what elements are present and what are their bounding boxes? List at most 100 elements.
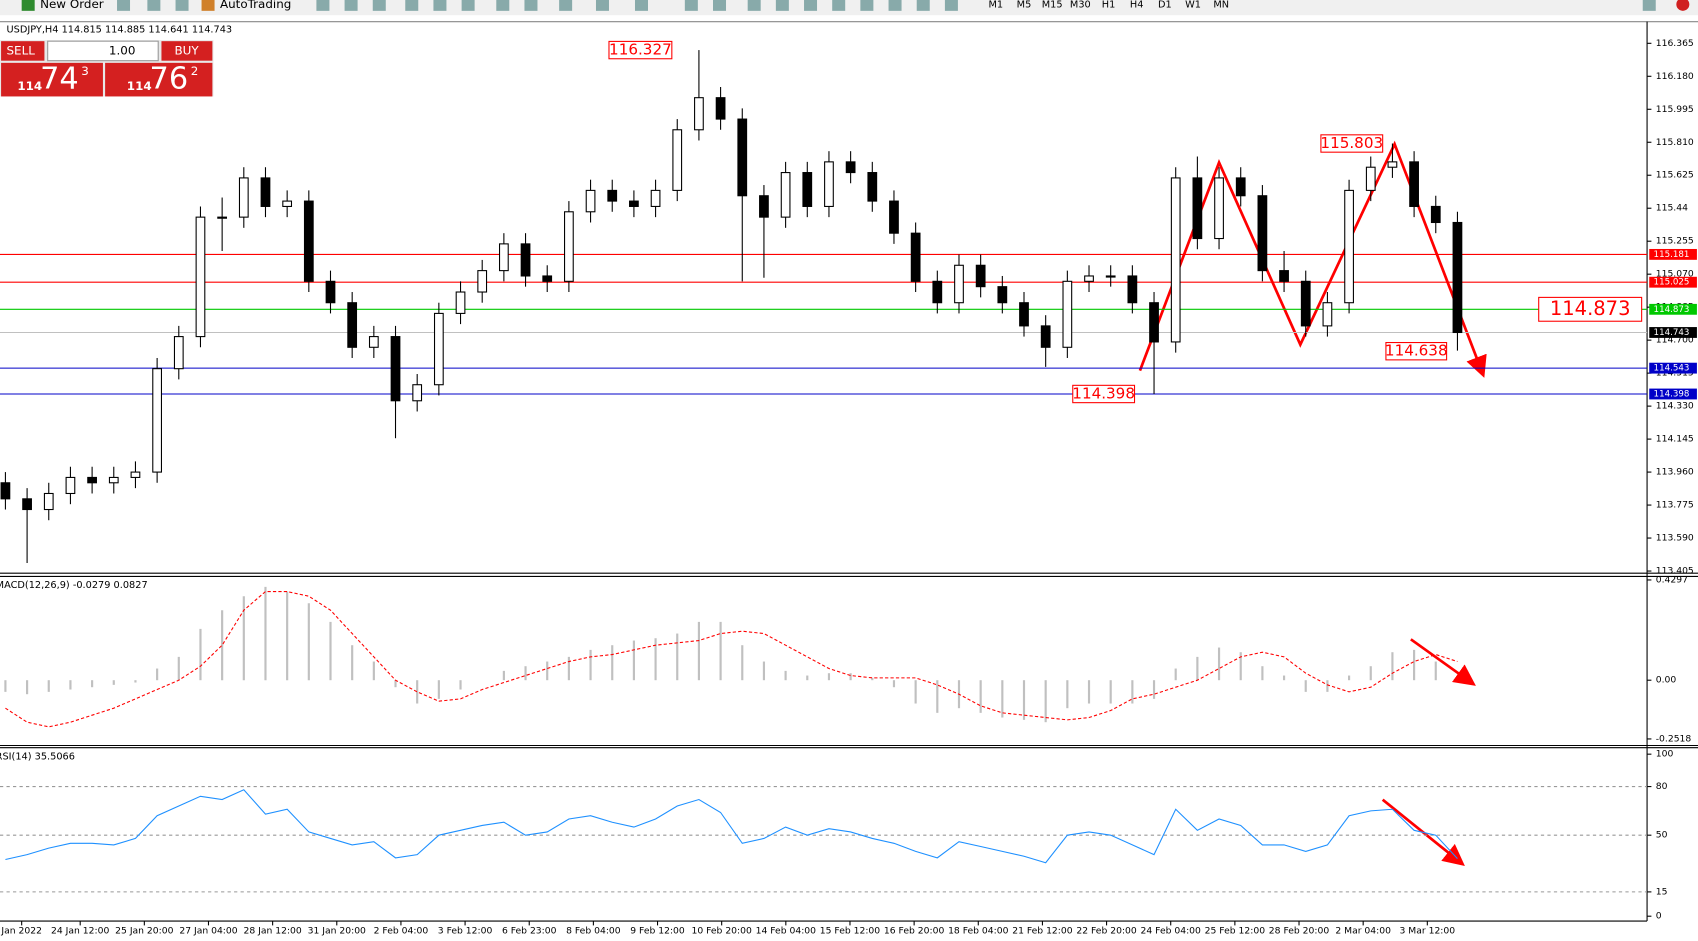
x-tick-label: 24 Jan 12:00 <box>51 925 109 936</box>
y-tick-label: 116.365 <box>1656 38 1694 49</box>
candle-body <box>1105 275 1116 278</box>
icon[interactable] <box>713 0 727 11</box>
trade-panel: SELL 1.00 BUY 114 74 3 114 76 2 <box>0 40 214 97</box>
icon[interactable] <box>916 0 930 11</box>
signal-line <box>5 591 1458 728</box>
icon[interactable] <box>1676 0 1690 11</box>
x-tick-label: 28 Feb 20:00 <box>1269 925 1330 936</box>
buy-fraction: 2 <box>191 64 199 78</box>
candle-body <box>1192 177 1203 240</box>
icon[interactable] <box>175 0 189 11</box>
candle-body <box>87 476 97 484</box>
icon[interactable] <box>888 0 902 11</box>
sell-pips: 74 <box>40 62 79 97</box>
candle-body <box>1040 325 1051 348</box>
y-tick-label: 114.700 <box>1656 335 1694 346</box>
buy-button[interactable] <box>161 41 213 61</box>
pattern-drawing <box>1138 140 1487 866</box>
icon[interactable] <box>524 0 538 11</box>
y-tick-label: 115.070 <box>1656 269 1694 280</box>
timeframe-button[interactable]: M15 <box>1042 0 1063 10</box>
icon[interactable] <box>804 0 818 11</box>
buy-price-box[interactable] <box>105 62 213 97</box>
timeframe-button[interactable]: M5 <box>1017 0 1032 10</box>
candle-body <box>1084 275 1094 282</box>
icon[interactable] <box>461 0 475 11</box>
icon[interactable] <box>316 0 330 11</box>
icon[interactable] <box>201 0 215 11</box>
candle-body <box>845 161 856 174</box>
timeframe-button[interactable]: D1 <box>1158 0 1172 10</box>
lot-value[interactable]: 1.00 <box>109 43 136 57</box>
sell-label[interactable]: SELL <box>7 43 36 57</box>
rsi-arrow <box>1381 798 1465 866</box>
lot-input[interactable] <box>47 40 159 62</box>
icon[interactable] <box>684 0 698 11</box>
icon[interactable] <box>147 0 161 11</box>
y-tick-label: 113.775 <box>1656 500 1694 511</box>
icon[interactable] <box>344 0 358 11</box>
icon[interactable] <box>433 0 447 11</box>
candle-body <box>1322 302 1333 327</box>
candle-body <box>152 368 162 473</box>
candle-body <box>1149 302 1159 343</box>
candle-body <box>694 97 704 131</box>
x-tick-label: 9 Feb 12:00 <box>630 925 685 936</box>
price-annotation-box <box>1385 341 1448 361</box>
timeframe-button[interactable]: M1 <box>989 0 1004 10</box>
candle-body <box>1452 221 1463 334</box>
icon[interactable] <box>944 0 958 11</box>
new-order-button[interactable]: New Order <box>40 0 104 11</box>
icon[interactable] <box>21 0 35 11</box>
candle-body <box>303 200 314 282</box>
icon[interactable] <box>405 0 419 11</box>
candle-body <box>780 172 791 218</box>
icon[interactable] <box>634 0 648 11</box>
icon[interactable] <box>595 0 609 11</box>
candle-body <box>1127 275 1138 304</box>
candle-body <box>1235 177 1246 197</box>
icon[interactable] <box>747 0 761 11</box>
price-level-tag <box>1649 327 1697 338</box>
candle-body <box>390 336 401 402</box>
x-tick-label: 8 Feb 04:00 <box>566 925 621 936</box>
price-annotation-box <box>1538 296 1643 322</box>
candle-body <box>217 216 228 219</box>
autotrading-button[interactable]: AutoTrading <box>220 0 291 11</box>
timeframe-button[interactable]: M30 <box>1070 0 1091 10</box>
tool-icons <box>117 0 1690 11</box>
candle-body <box>997 286 1008 304</box>
timeframe-button[interactable]: W1 <box>1185 0 1201 10</box>
y-tick-label: 80 <box>1656 781 1668 792</box>
icon[interactable] <box>775 0 789 11</box>
sell-price-box[interactable] <box>1 62 103 97</box>
candle-body <box>1170 177 1181 343</box>
candle-body <box>932 280 943 304</box>
x-tick-label: Jan 2022 <box>0 925 42 936</box>
y-tick-label: 115.625 <box>1656 170 1694 181</box>
candle-body <box>1409 161 1419 207</box>
price-annotation-box <box>1072 384 1136 404</box>
icon[interactable] <box>559 0 573 11</box>
timeframe-button[interactable]: H4 <box>1130 0 1144 10</box>
price-level-label: 115.181 <box>1654 250 1690 260</box>
buy-pips: 76 <box>150 62 189 97</box>
buy-label[interactable]: BUY <box>174 43 199 57</box>
x-tick-label: 2 Feb 04:00 <box>374 925 429 936</box>
price-level-tag <box>1649 362 1697 374</box>
icon[interactable] <box>372 0 386 11</box>
icon[interactable] <box>832 0 846 11</box>
y-tick-label: 114.330 <box>1656 401 1694 412</box>
icon[interactable] <box>1642 0 1656 11</box>
price-annotation: 114.873 <box>1550 297 1631 320</box>
x-tick-label: 14 Feb 04:00 <box>756 925 817 936</box>
icon[interactable] <box>117 0 131 11</box>
icon[interactable] <box>496 0 510 11</box>
candle-body <box>65 476 76 495</box>
candle-body <box>477 270 488 293</box>
timeframe-button[interactable]: MN <box>1213 0 1229 10</box>
icon[interactable] <box>860 0 874 11</box>
timeframe-button[interactable]: H1 <box>1102 0 1116 10</box>
sell-button[interactable] <box>1 41 45 61</box>
candle-body <box>1214 177 1224 240</box>
